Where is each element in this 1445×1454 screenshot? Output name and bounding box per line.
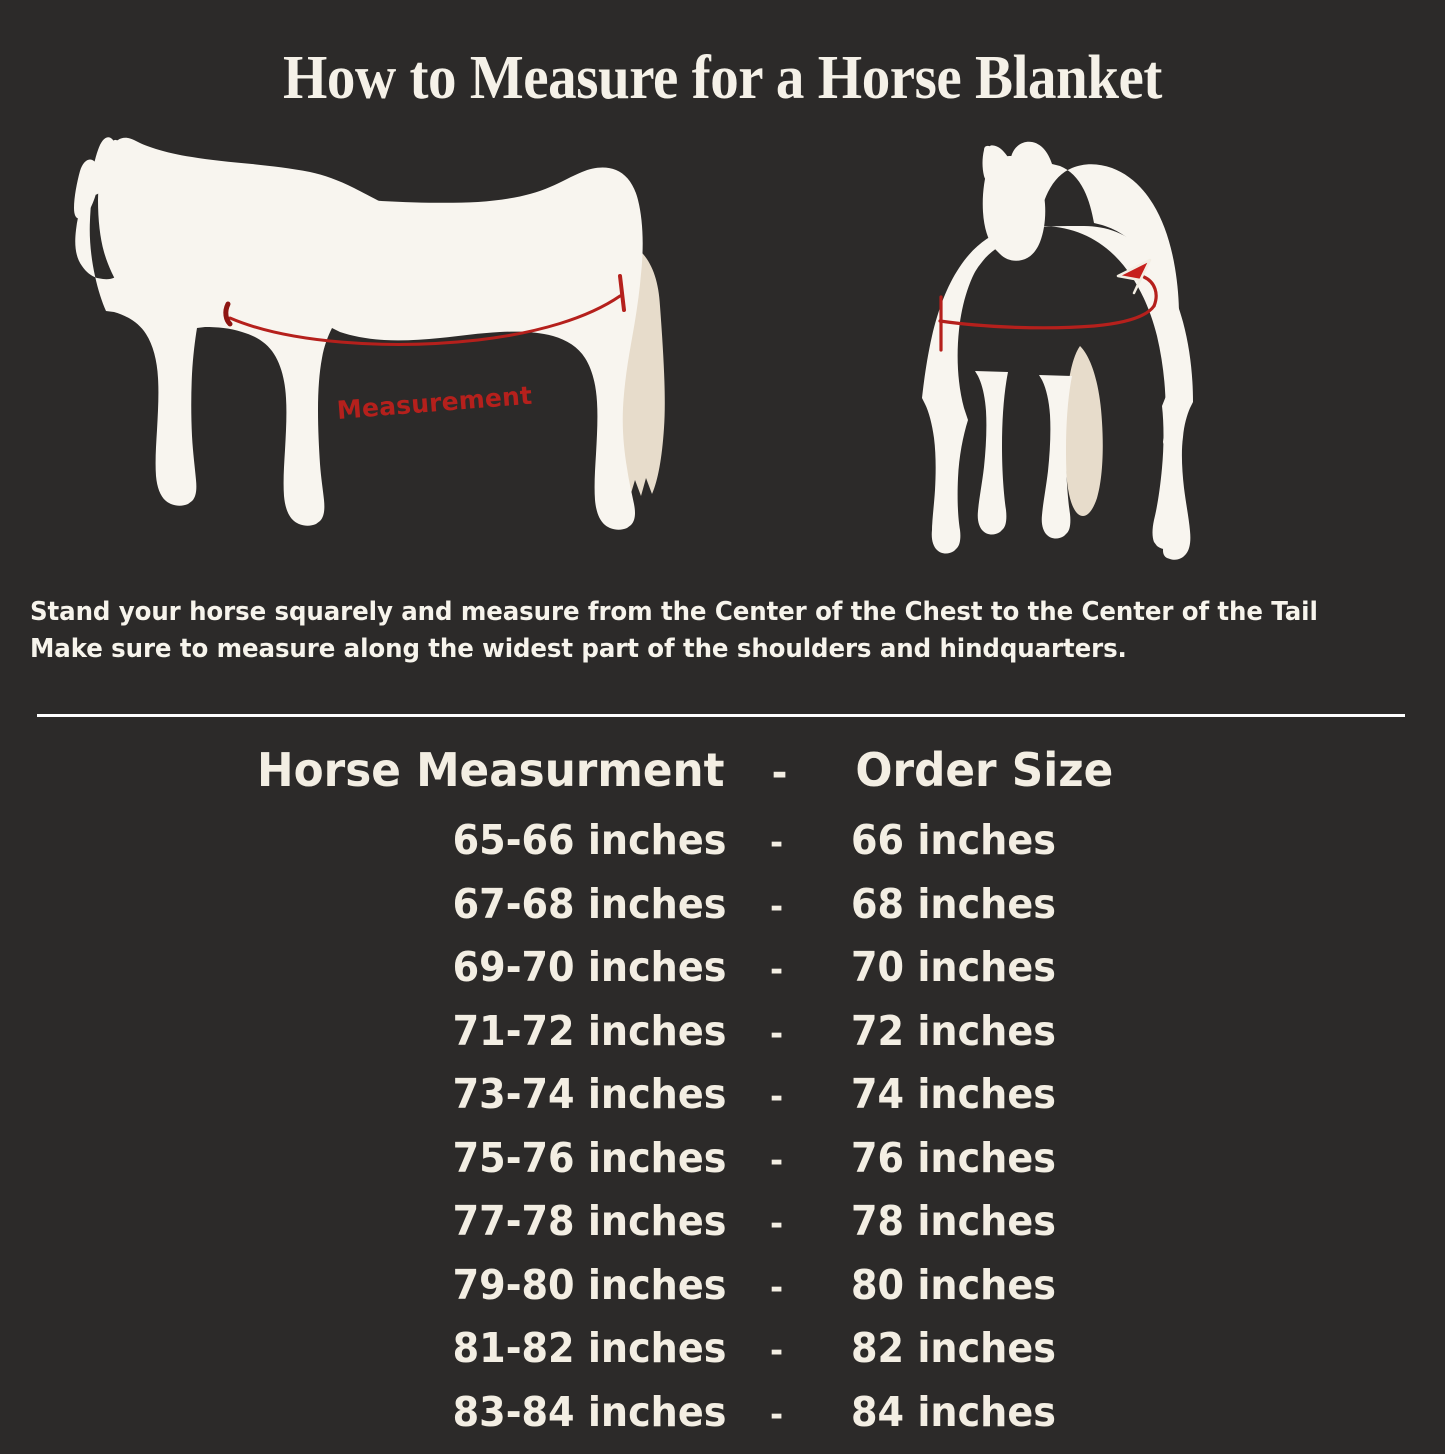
table-row: 69-70 inches - 70 inches	[51, 937, 1395, 1001]
table-header-row: Horse Measurment - Order Size	[36, 733, 1409, 810]
cell-measurement: 75-76 inches	[452, 1133, 727, 1182]
illustration-panel: Measurement	[0, 128, 1445, 573]
header-order-size: Order Size	[855, 743, 1114, 797]
cell-measurement: 77-78 inches	[452, 1197, 727, 1245]
cell-measurement: 79-80 inches	[452, 1260, 727, 1309]
rear-arrow-curve	[1142, 275, 1158, 308]
cell-measurement: 67-68 inches	[452, 879, 727, 928]
horse-rear-figure	[923, 145, 1193, 560]
rear-measurement-line	[938, 304, 1156, 330]
horse-rear-view	[912, 136, 1232, 571]
measurement-start-tick	[223, 301, 233, 327]
cell-order-size: 78 inches	[851, 1197, 1056, 1245]
cell-order-size: 80 inches	[851, 1260, 1056, 1309]
horse-side-view	[58, 128, 708, 573]
instructions-line-1: Stand your horse squarely and measure fr…	[30, 597, 1318, 627]
cell-order-size: 68 inches	[851, 879, 1056, 928]
cell-order-size: 84 inches	[851, 1387, 1056, 1436]
table-row: 81-82 inches - 82 inches	[51, 1318, 1395, 1382]
header-measurement: Horse Measurment	[257, 743, 725, 797]
table-row: 67-68 inches - 68 inches	[51, 874, 1395, 938]
cell-dash: -	[770, 886, 784, 927]
cell-order-size: 76 inches	[851, 1133, 1056, 1182]
table-body: 65-66 inches - 66 inches 67-68 inches - 68 in…	[0, 810, 1445, 1445]
cell-dash: -	[770, 1077, 784, 1117]
horse-rear-tail	[1065, 346, 1103, 516]
table-row: 73-74 inches - 74 inches	[51, 1064, 1395, 1128]
section-divider	[37, 714, 1405, 717]
cell-dash: -	[770, 1394, 784, 1435]
cell-order-size: 82 inches	[851, 1324, 1056, 1372]
cell-dash: -	[770, 823, 784, 863]
table-row: 75-76 inches - 76 inches	[51, 1128, 1395, 1192]
cell-dash: -	[770, 1267, 784, 1308]
cell-order-size: 72 inches	[851, 1006, 1056, 1055]
cell-measurement: 83-84 inches	[452, 1387, 727, 1436]
instructions-line-2: Make sure to measure along the widest pa…	[30, 634, 1127, 664]
cell-measurement: 81-82 inches	[452, 1324, 727, 1372]
cell-order-size: 74 inches	[851, 1070, 1056, 1118]
measurement-line	[228, 294, 622, 346]
cell-measurement: 73-74 inches	[452, 1070, 727, 1118]
cell-dash: -	[770, 1331, 784, 1371]
cell-dash: -	[770, 950, 784, 990]
cell-dash: -	[770, 1204, 784, 1244]
page-title: How to Measure for a Horse Blanket	[283, 44, 1162, 112]
instructions-text: Stand your horse squarely and measure fr…	[30, 594, 1366, 668]
cell-order-size: 70 inches	[851, 943, 1056, 991]
cell-measurement: 71-72 inches	[452, 1006, 727, 1055]
cell-order-size: 66 inches	[851, 816, 1056, 864]
table-row: 83-84 inches - 84 inches	[51, 1382, 1395, 1446]
rear-arrow-head	[1116, 258, 1152, 295]
horse-side-figure	[75, 143, 643, 530]
table-row: 71-72 inches - 72 inches	[51, 1001, 1395, 1065]
cell-dash: -	[770, 1013, 784, 1054]
table-row: 79-80 inches - 80 inches	[51, 1255, 1395, 1319]
cell-measurement: 69-70 inches	[452, 943, 727, 991]
cell-dash: -	[770, 1140, 784, 1181]
cell-measurement: 65-66 inches	[452, 816, 727, 864]
table-row: 77-78 inches - 78 inches	[51, 1191, 1395, 1255]
table-row: 65-66 inches - 66 inches	[51, 810, 1395, 874]
size-chart-table: Horse Measurment - Order Size 65-66 inch…	[0, 733, 1445, 1445]
measurement-end-tick	[618, 274, 626, 312]
header-dash: -	[771, 750, 788, 796]
